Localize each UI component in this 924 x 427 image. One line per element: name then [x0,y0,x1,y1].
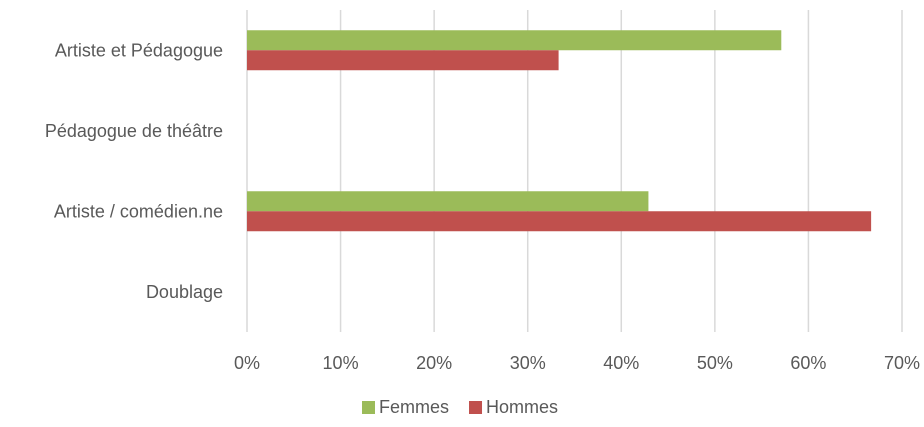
tick-labels: 0% 10% 20% 30% 40% 50% 60% 70% [234,353,920,373]
bar-hommes [247,50,559,71]
legend-swatch [362,401,375,414]
x-tick-label: 10% [323,353,359,373]
legend-swatch [469,401,483,414]
x-tick-label: 30% [510,353,546,373]
bar-femmes [247,30,782,51]
bar-hommes [247,211,872,232]
x-tick-label: 60% [790,353,826,373]
category-label: Pédagogue de théâtre [45,121,223,141]
legend-label: Hommes [486,397,558,417]
x-tick-label: 20% [416,353,452,373]
category-label: Artiste / comédien.ne [54,201,223,221]
legend: Femmes Hommes [362,397,558,417]
x-tick-label: 40% [603,353,639,373]
x-tick-label: 0% [234,353,260,373]
x-tick-label: 70% [884,353,920,373]
category-label: Artiste et Pédagogue [55,40,223,60]
x-tick-label: 50% [697,353,733,373]
category-labels: Artiste et Pédagogue Pédagogue de théâtre… [45,40,223,302]
bar-femmes [247,191,649,212]
legend-label: Femmes [379,397,449,417]
category-label: Doublage [146,282,223,302]
bars [247,30,872,232]
